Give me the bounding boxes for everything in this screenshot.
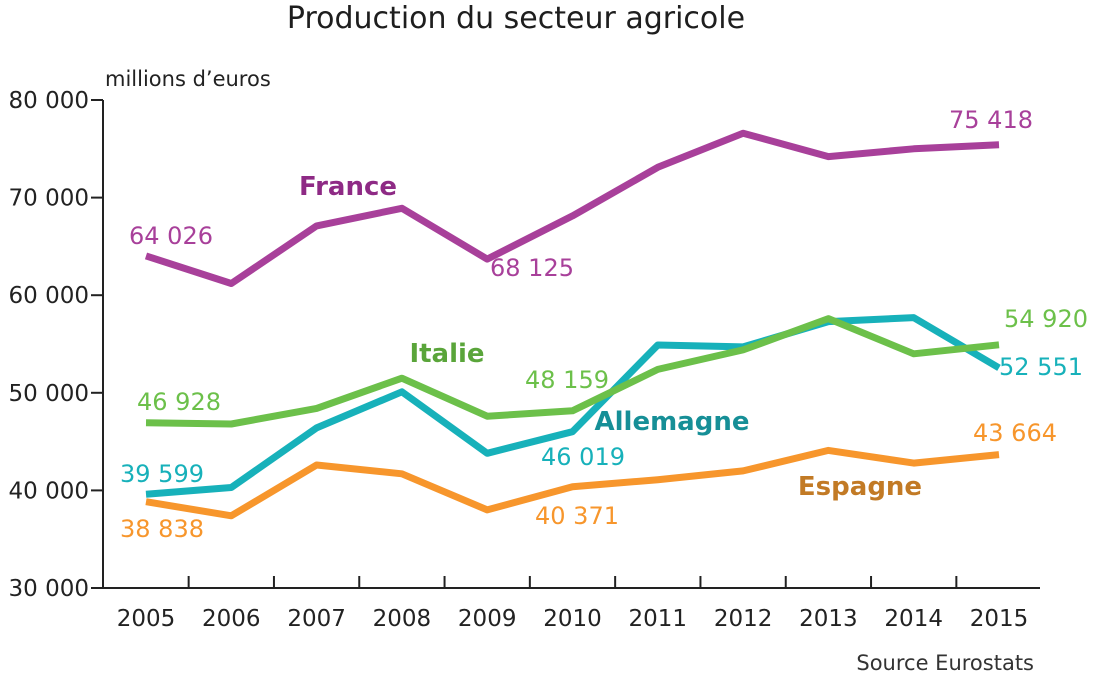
- x-tick-label: 2012: [714, 606, 773, 632]
- x-tick-label: 2009: [458, 606, 517, 632]
- data-label-allemagne: 52 551: [999, 353, 1083, 381]
- unit-label: millions d’euros: [105, 67, 271, 91]
- series-name-italie: Italie: [409, 339, 484, 369]
- series-layer: [144, 129, 1001, 520]
- source-label: Source Eurostats: [856, 651, 1034, 675]
- x-tick-label: 2014: [884, 606, 943, 632]
- y-tick-label: 40 000: [9, 478, 89, 504]
- y-tick-label: 60 000: [9, 283, 89, 309]
- series-name-allemagne: Allemagne: [595, 407, 750, 437]
- data-label-espagne: 43 664: [973, 419, 1057, 447]
- data-label-france: 64 026: [129, 222, 213, 250]
- data-label-italie: 48 159: [525, 366, 609, 394]
- y-tick-label: 80 000: [9, 88, 89, 114]
- x-tick-label: 2015: [970, 606, 1029, 632]
- data-label-espagne: 40 371: [535, 502, 619, 530]
- y-tick-label: 30 000: [9, 576, 89, 602]
- x-tick-label: 2008: [373, 606, 432, 632]
- x-tick-label: 2006: [202, 606, 261, 632]
- series-line-italie: [145, 315, 1000, 428]
- series-line-espagne: [145, 446, 1000, 520]
- series-name-france: France: [299, 172, 397, 202]
- y-tick-label: 50 000: [9, 381, 89, 407]
- data-label-allemagne: 46 019: [541, 443, 625, 471]
- x-tick-label: 2011: [629, 606, 688, 632]
- data-label-espagne: 38 838: [120, 515, 204, 543]
- data-label-allemagne: 39 599: [120, 460, 204, 488]
- x-tick-label: 2007: [287, 606, 346, 632]
- axes: 30 000 40 000 50 000 60 000 70 000 80 000 2005…: [9, 88, 1040, 632]
- data-label-italie: 46 928: [137, 388, 221, 416]
- data-label-france: 75 418: [949, 106, 1033, 134]
- x-tick-label: 2005: [117, 606, 176, 632]
- x-tick-label: 2013: [799, 606, 858, 632]
- series-line-allemagne: [145, 314, 1001, 498]
- x-tick-label: 2010: [543, 606, 602, 632]
- y-tick-label: 70 000: [9, 186, 89, 212]
- series-line-france: [144, 129, 1000, 287]
- labels-layer: France 64 026 68 125 75 418 Italie 46 928 48 1…: [120, 106, 1088, 543]
- series-name-espagne: Espagne: [798, 472, 922, 502]
- chart-title: Production du secteur agricole: [287, 1, 745, 36]
- data-label-italie: 54 920: [1004, 305, 1088, 333]
- data-label-france: 68 125: [490, 254, 574, 282]
